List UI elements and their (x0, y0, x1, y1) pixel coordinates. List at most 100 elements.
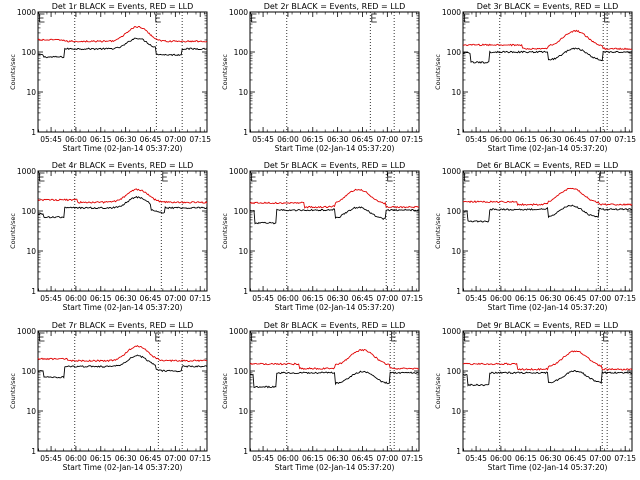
x-tick-label: 05:45 (40, 454, 62, 463)
x-tick-label: 06:45 (565, 135, 587, 144)
x-tick-label: 06:45 (352, 135, 374, 144)
x-tick-label: 06:15 (90, 135, 112, 144)
events-series-line (462, 370, 633, 387)
y-tick-label: 1 (456, 128, 461, 137)
x-tick-label: 07:00 (377, 135, 399, 144)
y-tick-label: 1 (243, 287, 248, 296)
panel-det-7: Det 7r BLACK = Events, RED = LLD 1 10 100 10… (9, 321, 211, 472)
y-axis-label: Counts/sec (221, 213, 229, 249)
panel-det-1: Det 1r BLACK = Events, RED = LLD 1 10 100 10… (9, 2, 211, 153)
y-tick-label: 1000 (229, 327, 248, 336)
e-marker-glyph (162, 172, 168, 182)
x-tick-label: 06:00 (277, 294, 299, 303)
y-tick-label: 10 (238, 247, 248, 256)
x-axis-label: Start Time (02-Jan-14 05:37:20) (488, 303, 608, 312)
y-tick-label: 1 (456, 287, 461, 296)
e-marker-glyph (391, 332, 397, 342)
plot-frame (249, 330, 420, 452)
y-tick-label: 100 (22, 207, 37, 216)
y-axis-label: Counts/sec (434, 373, 442, 409)
y-tick-label: 100 (447, 48, 462, 57)
x-tick-label: 06:45 (565, 454, 587, 463)
x-tick-label: 05:45 (465, 294, 487, 303)
x-tick-label: 06:30 (115, 135, 137, 144)
x-axis-label: Start Time (02-Jan-14 05:37:20) (488, 144, 608, 153)
panel-title: Det 5r BLACK = Events, RED = LLD (264, 161, 406, 170)
y-tick-label: 1000 (17, 8, 36, 17)
x-tick-label: 06:15 (302, 135, 324, 144)
lld-series-line (249, 348, 420, 370)
x-tick-label: 06:00 (490, 135, 512, 144)
y-tick-label: 1000 (442, 8, 461, 17)
x-axis-label: Start Time (02-Jan-14 05:37:20) (63, 463, 183, 472)
x-tick-label: 06:30 (115, 294, 137, 303)
x-tick-label: 06:00 (277, 135, 299, 144)
x-tick-label: 05:45 (40, 294, 62, 303)
x-tick-label: 06:30 (327, 454, 349, 463)
panel-title: Det 6r BLACK = Events, RED = LLD (477, 161, 619, 170)
y-tick-label: 1000 (442, 167, 461, 176)
x-tick-label: 05:45 (252, 135, 274, 144)
x-tick-label: 06:00 (277, 454, 299, 463)
x-tick-label: 07:15 (614, 294, 636, 303)
y-axis-label: Counts/sec (221, 373, 229, 409)
x-tick-label: 05:45 (252, 454, 274, 463)
e-marker-glyph (39, 13, 45, 23)
y-tick-label: 10 (451, 88, 461, 97)
y-tick-label: 1 (456, 447, 461, 456)
y-tick-label: 10 (26, 88, 36, 97)
x-tick-label: 06:45 (352, 454, 374, 463)
e-marker-glyph (39, 332, 45, 342)
x-tick-label: 06:45 (352, 294, 374, 303)
plot-frame (462, 11, 633, 133)
y-axis-label: Counts/sec (9, 54, 17, 90)
x-tick-label: 06:30 (327, 135, 349, 144)
x-tick-label: 07:00 (165, 294, 187, 303)
panel-det-5: Det 5r BLACK = Events, RED = LLD 1 10 100 10… (221, 161, 423, 312)
x-tick-label: 07:15 (614, 454, 636, 463)
y-tick-label: 10 (26, 407, 36, 416)
x-tick-label: 06:00 (490, 454, 512, 463)
panel-det-9: Det 9r BLACK = Events, RED = LLD 1 10 100 10… (434, 321, 636, 472)
e-marker-glyph (603, 332, 609, 342)
panel-title: Det 4r BLACK = Events, RED = LLD (52, 161, 194, 170)
e-marker-glyph (39, 172, 45, 182)
y-tick-label: 1 (31, 447, 36, 456)
x-tick-label: 06:30 (540, 294, 562, 303)
panel-det-3: Det 3r BLACK = Events, RED = LLD 1 10 100 10… (434, 2, 636, 153)
y-tick-label: 1000 (229, 167, 248, 176)
e-marker-glyph (464, 13, 470, 23)
panel-det-6: Det 6r BLACK = Events, RED = LLD 1 10 100 10… (434, 161, 636, 312)
x-tick-label: 06:30 (540, 135, 562, 144)
panel-title: Det 3r BLACK = Events, RED = LLD (477, 2, 619, 11)
y-tick-label: 10 (238, 88, 248, 97)
x-tick-label: 06:15 (90, 294, 112, 303)
e-marker-glyph (155, 332, 161, 342)
plot-frame (37, 11, 208, 133)
lld-series-line (249, 188, 420, 209)
y-tick-label: 1000 (229, 8, 248, 17)
x-tick-label: 07:00 (165, 135, 187, 144)
x-tick-label: 06:00 (65, 135, 87, 144)
y-axis-label: Counts/sec (221, 54, 229, 90)
y-tick-label: 1 (31, 128, 36, 137)
e-marker-glyph (251, 13, 257, 23)
panel-det-8: Det 8r BLACK = Events, RED = LLD 1 10 100 10… (221, 321, 423, 472)
e-marker-glyph (599, 172, 605, 182)
y-axis-label: Counts/sec (434, 54, 442, 90)
y-tick-label: 1000 (442, 327, 461, 336)
lld-series-line (462, 29, 633, 51)
e-marker-glyph (251, 332, 257, 342)
x-tick-label: 06:15 (302, 454, 324, 463)
x-tick-label: 07:00 (165, 454, 187, 463)
x-tick-label: 05:45 (465, 135, 487, 144)
y-tick-label: 10 (26, 247, 36, 256)
x-tick-label: 07:15 (401, 294, 423, 303)
e-marker-glyph (464, 172, 470, 182)
x-axis-label: Start Time (02-Jan-14 05:37:20) (488, 463, 608, 472)
y-axis-label: Counts/sec (434, 213, 442, 249)
plot-frame (462, 170, 633, 292)
x-tick-label: 07:15 (614, 135, 636, 144)
x-tick-label: 06:45 (140, 454, 162, 463)
